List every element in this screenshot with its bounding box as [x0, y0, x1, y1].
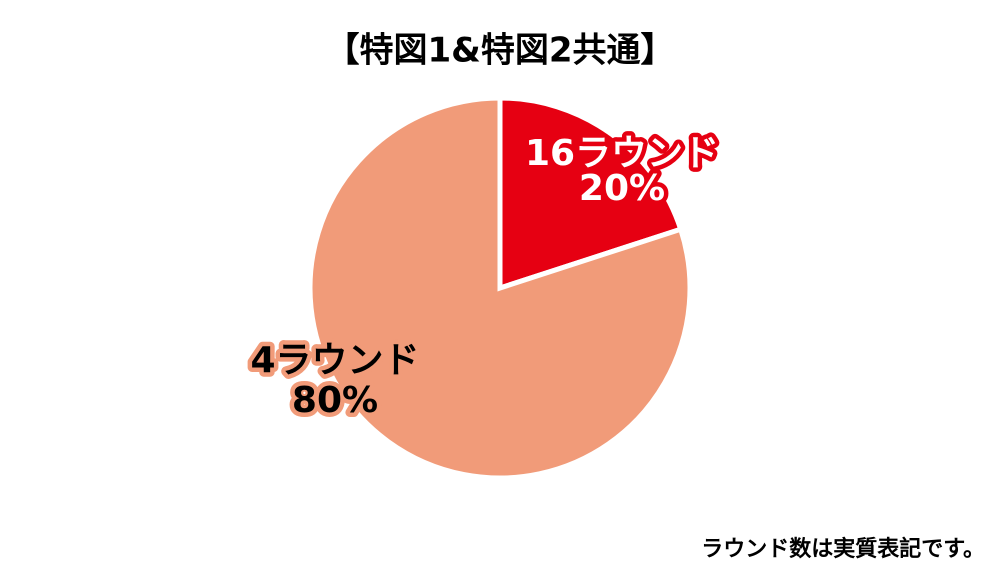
slice-label: 4ラウンド — [250, 340, 419, 381]
pie-slice — [307, 95, 693, 481]
footnote: ラウンド数は実質表記です。 — [701, 536, 985, 562]
pie-slice — [497, 95, 684, 292]
slice-label: 16ラウンド — [525, 133, 719, 174]
slice-value-label: 80% — [292, 380, 378, 421]
slice-value-label: 20% — [579, 168, 665, 209]
chart-title: 【特図1&特図2共通】 — [326, 31, 675, 71]
